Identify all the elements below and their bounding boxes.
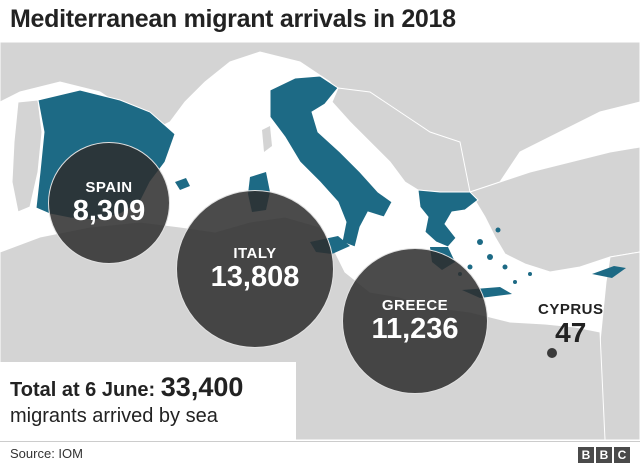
logo-letter: B — [596, 447, 612, 463]
country-label: ITALY — [233, 244, 277, 262]
source-note: Source: IOM — [10, 446, 83, 461]
land-middle-east — [597, 251, 640, 440]
bubble-italy: ITALY 13,808 — [176, 190, 334, 348]
land-greek-islands — [458, 227, 532, 284]
footer-divider — [0, 441, 640, 442]
bubble-spain: SPAIN 8,309 — [48, 142, 170, 264]
country-label: SPAIN — [85, 178, 133, 196]
land-corsica — [262, 126, 272, 152]
total-value: 33,400 — [160, 372, 244, 402]
total-caption: migrants arrived by sea — [10, 405, 218, 427]
land-cyprus — [592, 266, 626, 278]
arrivals-value: 13,808 — [210, 261, 300, 294]
label-cyprus: CYPRUS 47 — [538, 301, 604, 347]
land-italy — [269, 75, 393, 248]
map: SPAIN 8,309 ITALY 13,808 GREECE 11,236 C… — [0, 42, 640, 440]
total-box: Total at 6 June: 33,400 migrants arrived… — [0, 362, 296, 440]
arrivals-value: 8,309 — [72, 195, 146, 228]
land-portugal — [11, 99, 43, 213]
country-label: CYPRUS — [538, 301, 604, 318]
bbc-logo: B B C — [578, 447, 630, 463]
land-balearics — [175, 178, 190, 190]
chart-title: Mediterranean migrant arrivals in 2018 — [10, 5, 456, 33]
bubble-greece: GREECE 11,236 — [342, 248, 488, 394]
bubble-cyprus — [547, 348, 557, 358]
total-label: Total at 6 June: — [10, 379, 156, 401]
logo-letter: C — [614, 447, 630, 463]
logo-letter: B — [578, 447, 594, 463]
arrivals-value: 11,236 — [371, 313, 459, 346]
country-label: GREECE — [381, 296, 449, 314]
arrivals-value: 47 — [555, 317, 587, 348]
total-line: Total at 6 June: 33,400 — [10, 372, 243, 403]
land-greece — [417, 189, 479, 248]
